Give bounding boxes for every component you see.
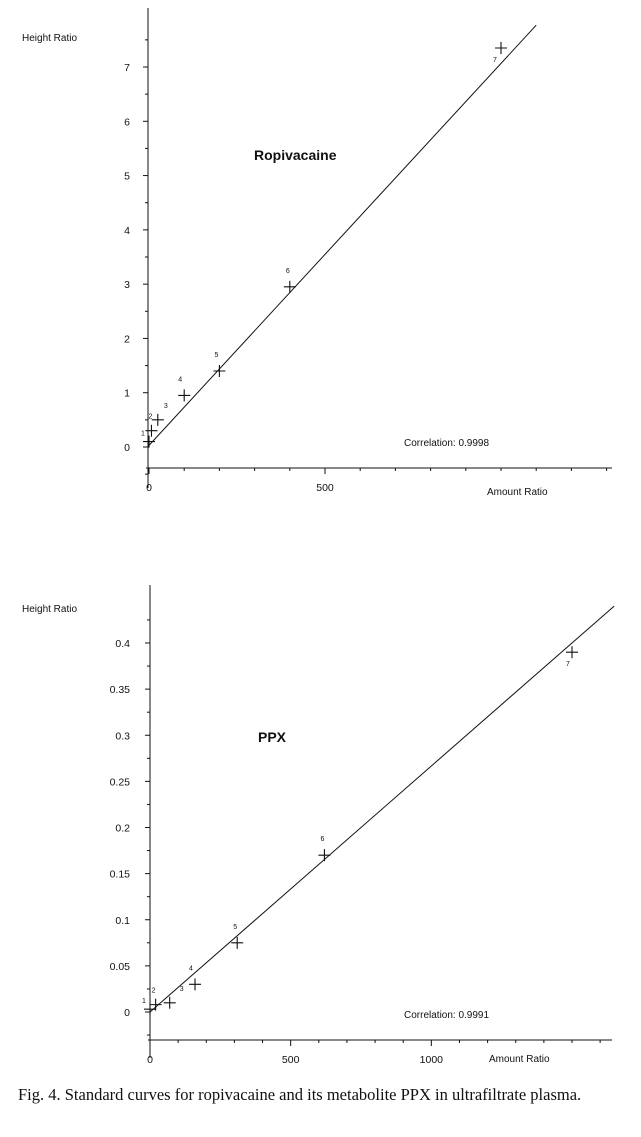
data-point-label: 2	[149, 414, 153, 421]
y-axis-title: Height Ratio	[22, 604, 77, 615]
data-point-label: 4	[189, 965, 193, 972]
x-tick-label: 500	[316, 482, 334, 494]
chart-annotation-title: Ropivacaine	[254, 147, 337, 163]
chart-annotation-title: PPX	[258, 729, 287, 745]
y-tick-label: 0	[124, 442, 130, 454]
data-point-marker	[145, 424, 158, 437]
y-tick-label: 6	[124, 116, 130, 128]
y-tick-label: 3	[124, 279, 130, 291]
data-point-marker	[149, 998, 162, 1011]
data-point-marker	[163, 996, 176, 1009]
data-point-marker	[151, 413, 164, 426]
data-point-marker	[144, 1003, 156, 1016]
y-tick-label: 0.2	[115, 823, 130, 835]
y-tick-label: 2	[124, 333, 130, 345]
data-point-marker	[283, 280, 296, 293]
regression-line	[148, 24, 537, 446]
data-point-marker	[566, 646, 578, 659]
regression-line	[149, 605, 615, 1013]
x-tick-label: 0	[146, 482, 152, 494]
x-tick-label: 500	[282, 1054, 300, 1066]
data-point-label: 3	[164, 403, 168, 410]
data-point-label: 1	[141, 431, 145, 438]
data-point-marker	[178, 389, 191, 402]
data-point-label: 7	[493, 57, 497, 64]
data-point-label: 1	[142, 998, 146, 1005]
data-point-label: 5	[214, 352, 218, 359]
data-point-marker	[231, 936, 244, 949]
y-tick-label: 7	[124, 62, 130, 74]
data-point-label: 6	[320, 836, 324, 843]
x-axis-title: Amount Ratio	[487, 487, 548, 498]
data-point-label: 3	[180, 986, 184, 993]
correlation-annotation: Correlation: 0.9998	[404, 438, 489, 449]
data-point-marker	[318, 849, 331, 862]
y-tick-label: 4	[124, 225, 130, 237]
data-point-label: 4	[178, 376, 182, 383]
data-point-marker	[143, 435, 155, 448]
y-axis-title: Height Ratio	[22, 33, 77, 44]
data-point-marker	[495, 42, 507, 54]
figure-caption: Fig. 4. Standard curves for ropivacaine …	[18, 1085, 582, 1104]
data-point-label: 7	[566, 661, 570, 668]
y-tick-label: 0.35	[110, 684, 131, 696]
data-point-label: 6	[286, 268, 290, 275]
y-tick-label: 5	[124, 171, 130, 183]
y-tick-label: 0.05	[110, 961, 131, 973]
y-tick-label: 0.1	[115, 915, 130, 927]
data-point-marker	[213, 365, 226, 377]
x-tick-label: 1000	[420, 1054, 444, 1066]
correlation-annotation: Correlation: 0.9991	[404, 1010, 489, 1021]
y-tick-label: 0.25	[110, 776, 131, 788]
data-point-label: 5	[233, 924, 237, 931]
data-point-label: 2	[152, 988, 156, 995]
y-tick-label: 0.15	[110, 869, 131, 881]
data-point-marker	[189, 978, 202, 991]
x-tick-label: 0	[147, 1054, 153, 1066]
y-tick-label: 0	[124, 1007, 130, 1019]
y-tick-label: 0.3	[115, 730, 130, 742]
y-tick-label: 0.4	[115, 638, 130, 650]
x-axis-title: Amount Ratio	[489, 1054, 550, 1065]
y-tick-label: 1	[124, 388, 130, 400]
